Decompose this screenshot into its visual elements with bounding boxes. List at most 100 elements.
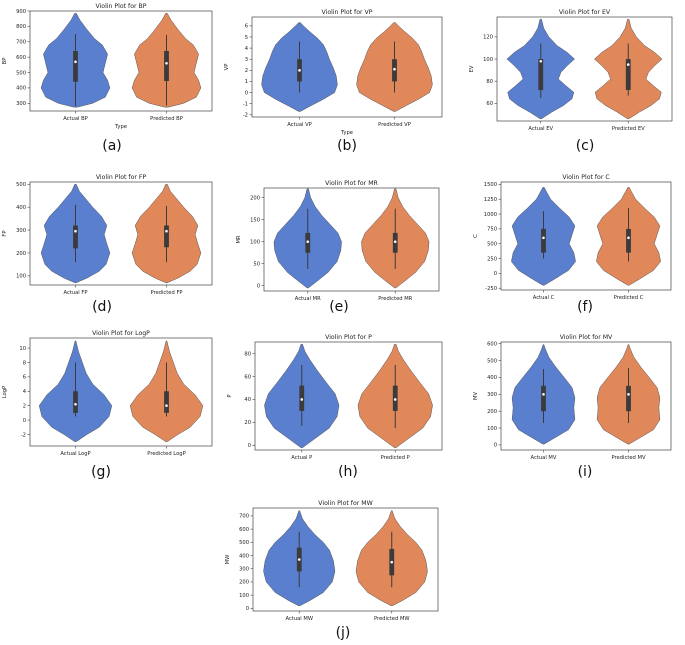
x-tick-label: Predicted P — [381, 455, 410, 461]
y-tick-label: 700 — [239, 514, 249, 520]
y-tick-label: 300 — [16, 101, 26, 107]
y-tick-label: 0 — [257, 284, 260, 290]
y-tick-label: 900 — [16, 9, 26, 15]
y-tick-label: 100 — [16, 274, 26, 280]
y-tick-label: 100 — [239, 593, 249, 599]
x-tick-label: Actual BP — [63, 116, 88, 122]
iqr-box — [625, 59, 631, 91]
plot-title: Violin Plot for C — [562, 174, 609, 181]
x-tick-label: Actual FP — [63, 290, 87, 296]
y-tick-label: 400 — [487, 375, 497, 381]
iqr-box — [73, 391, 78, 413]
y-axis-label: VP — [224, 64, 230, 71]
subplot-d: Violin Plot for FP 100 200 300 400 500 FP Actua… — [2, 174, 213, 315]
median-marker — [300, 398, 304, 401]
y-tick-label: 5 — [245, 35, 248, 41]
plot-title: Violin Plot for MV — [560, 334, 613, 341]
y-tick-label: 500 — [487, 242, 497, 248]
y-tick-label: 1250 — [484, 197, 497, 203]
y-tick-label: 100 — [487, 426, 497, 432]
median-marker — [165, 229, 168, 233]
x-tick-label: Predicted C — [614, 295, 644, 301]
y-tick-label: 60 — [244, 374, 251, 380]
x-tick-label: Actual MW — [285, 616, 313, 622]
y-tick-label: 0 — [245, 90, 248, 96]
y-tick-label: 80 — [486, 79, 493, 85]
y-tick-label: 500 — [487, 358, 497, 364]
x-tick-label: Actual LogP — [60, 451, 90, 457]
y-tick-label: 600 — [239, 527, 249, 533]
y-tick-label: 4 — [245, 46, 249, 52]
subfigure-caption: (i) — [578, 464, 593, 480]
y-axis-label: LogP — [2, 386, 8, 398]
y-axis-label: P — [227, 394, 233, 397]
y-tick-label: 0 — [248, 443, 251, 449]
y-axis-label: EV — [469, 65, 475, 72]
y-tick-label: 2 — [23, 403, 26, 409]
y-tick-label: 400 — [16, 86, 26, 92]
y-tick-label: 4 — [23, 389, 27, 395]
plot-title: Violin Plot for FP — [96, 174, 147, 181]
plot-title: Violin Plot for P — [325, 334, 372, 341]
median-marker — [165, 62, 168, 65]
subplot-a: Violin Plot for BP 300 400 500 600 700 800 900 B… — [2, 3, 213, 154]
y-tick-label: 300 — [16, 228, 26, 234]
subplot-i: Violin Plot for MV 0 100 200 300 400 500 600 MV A… — [473, 334, 672, 480]
y-tick-label: 700 — [16, 40, 26, 46]
y-tick-label: 2 — [245, 68, 248, 74]
median-marker — [627, 236, 630, 240]
x-tick-label: Actual EV — [528, 126, 553, 132]
iqr-box — [541, 385, 546, 412]
plot-title: Violin Plot for LogP — [92, 330, 150, 337]
y-axis-label: MV — [473, 392, 479, 400]
median-marker — [306, 240, 310, 244]
subfigure-caption: (d) — [92, 299, 112, 315]
iqr-box — [538, 59, 544, 91]
y-tick-label: 300 — [487, 392, 497, 398]
plot-title: Violin Plot for MW — [318, 500, 373, 507]
y-tick-label: 200 — [239, 580, 249, 586]
x-tick-label: Predicted VP — [378, 122, 411, 128]
y-tick-label: 400 — [239, 553, 249, 559]
median-marker — [298, 69, 301, 72]
median-marker — [393, 67, 396, 71]
y-tick-label: 1500 — [484, 182, 497, 188]
y-tick-label: 6 — [23, 375, 26, 381]
y-tick-label: 50 — [253, 262, 260, 268]
y-tick-label: 0 — [494, 271, 497, 277]
y-tick-label: 600 — [16, 55, 26, 61]
y-tick-label: 10 — [19, 346, 26, 352]
y-tick-label: 500 — [16, 70, 26, 76]
y-tick-label: -2 — [243, 113, 248, 119]
x-tick-label: Predicted EV — [612, 126, 645, 132]
y-tick-label: 0 — [494, 443, 497, 449]
iqr-box — [73, 225, 78, 249]
y-tick-label: 200 — [16, 251, 26, 257]
iqr-box — [541, 228, 546, 253]
subplot-e: Violin Plot for MR 0 50 100 150 200 MR Actual M… — [236, 180, 440, 315]
subfigure-caption: (h) — [338, 464, 358, 480]
x-tick-label: Predicted MW — [374, 616, 410, 622]
iqr-box — [626, 228, 631, 253]
x-tick-label: Actual MR — [295, 296, 321, 302]
subfigure-caption: (g) — [91, 464, 111, 480]
y-tick-label: 500 — [239, 540, 249, 546]
x-tick-label: Actual VP — [287, 122, 312, 128]
iqr-box — [73, 51, 78, 82]
y-axis-label: BP — [2, 58, 8, 65]
subplot-c: Violin Plot for EV 60 80 100 120 EV Actual EV P… — [469, 9, 673, 154]
subplot-f: Violin Plot for C -250 0 250 500 750 1000 1250 1… — [473, 174, 672, 315]
y-tick-label: 0 — [246, 606, 249, 612]
x-tick-label: Predicted MV — [611, 455, 645, 461]
y-tick-label: 200 — [487, 409, 497, 415]
y-axis-label: FP — [2, 230, 8, 236]
x-tick-label: Actual C — [533, 295, 555, 301]
subfigure-caption: (c) — [576, 138, 595, 154]
plot-title: Violin Plot for MR — [325, 180, 378, 187]
median-marker — [165, 404, 168, 407]
y-tick-label: 200 — [250, 195, 260, 201]
subfigure-caption: (f) — [577, 299, 593, 315]
median-marker — [390, 560, 394, 564]
median-marker — [74, 402, 77, 406]
iqr-box — [164, 225, 169, 248]
